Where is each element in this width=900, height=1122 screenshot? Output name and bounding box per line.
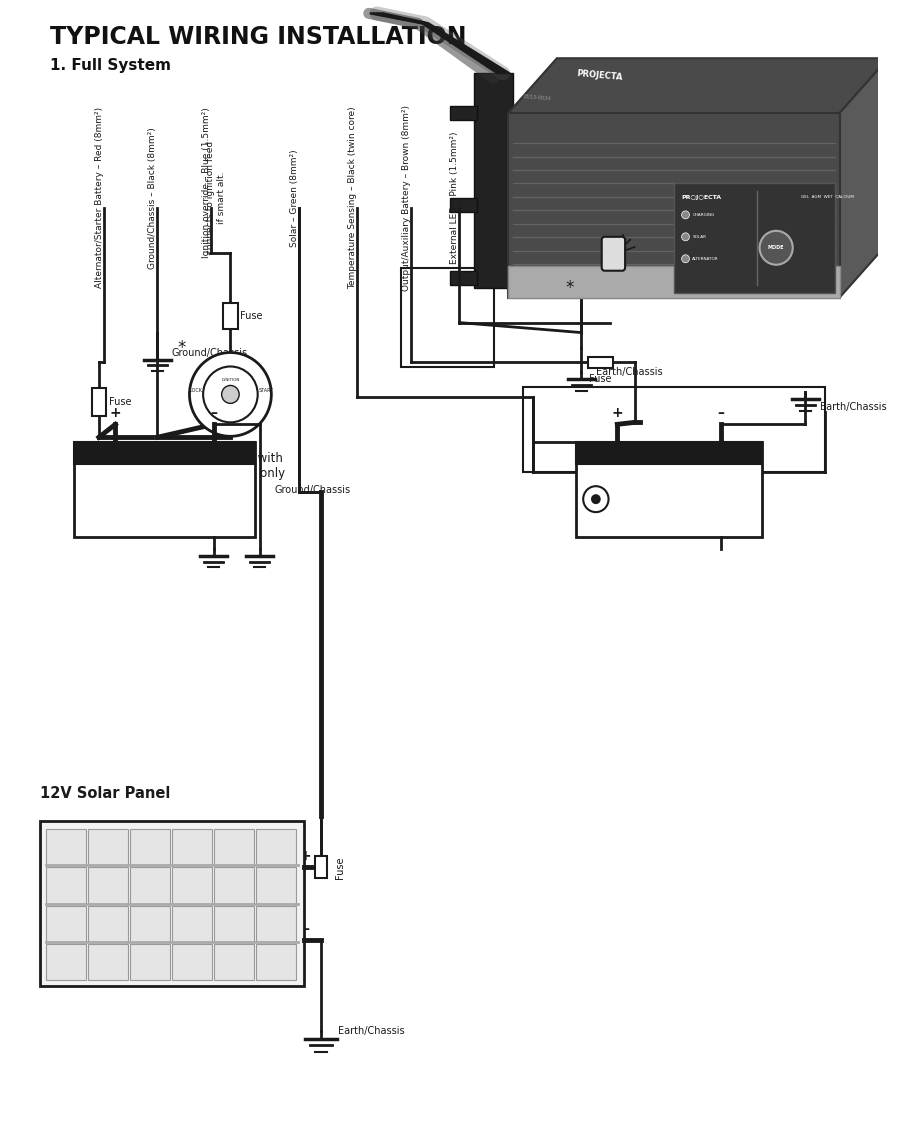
Circle shape [190,352,271,436]
Bar [674,183,834,293]
Text: LED Panel
Mount Indicator: LED Panel Mount Indicator [587,185,693,213]
Bar [88,905,128,941]
Text: CHARGING: CHARGING [692,213,715,217]
Text: PROJECTA: PROJECTA [576,68,623,82]
Bar [450,199,477,212]
Bar [401,268,493,368]
Text: Battery 1
(Starter Battery): Battery 1 (Starter Battery) [115,480,214,508]
Text: Ignition override – Blue (1.5mm²): Ignition override – Blue (1.5mm²) [202,108,211,258]
Text: –: – [211,406,217,421]
Bar [508,266,840,297]
Circle shape [681,211,689,219]
Text: SOLAR: SOLAR [692,234,706,239]
Bar [130,867,170,903]
Bar [40,821,303,986]
Text: +: + [300,849,311,864]
Text: Battery 2
(Aux Battery): Battery 2 (Aux Battery) [644,480,724,508]
Bar [88,944,128,980]
Bar [256,867,296,903]
Text: Temperature Sensing – Black (twin core): Temperature Sensing – Black (twin core) [348,107,357,289]
Polygon shape [840,58,888,297]
Bar [214,944,254,980]
Text: Fuse: Fuse [335,856,345,879]
Text: GEL  AGM  WET  CALCIUM: GEL AGM WET CALCIUM [800,195,853,199]
Bar [172,905,212,941]
Text: Alternator/Starter Battery – Red (8mm²): Alternator/Starter Battery – Red (8mm²) [94,108,104,288]
Circle shape [221,386,239,404]
Bar [214,905,254,941]
Text: IGNITION: IGNITION [221,378,239,383]
Text: Earth/Chassis: Earth/Chassis [338,1026,404,1036]
Text: LOCK: LOCK [190,388,203,393]
Text: Ground/Chassis: Ground/Chassis [172,348,248,358]
Bar [46,944,86,980]
Text: +: + [110,406,122,421]
Text: –: – [302,922,309,936]
Text: Earth/Chassis: Earth/Chassis [596,368,662,377]
Text: For vehicles fitted with
a Smart Alternator only: For vehicles fitted with a Smart Alterna… [146,452,285,480]
Bar [223,303,238,329]
Text: 1. Full System: 1. Full System [50,58,171,73]
Text: ALTERNATOR: ALTERNATOR [692,257,719,260]
Bar [46,867,86,903]
Text: Fuse: Fuse [590,375,612,385]
Circle shape [681,255,689,263]
Bar [450,270,477,285]
Polygon shape [508,58,888,113]
Text: 03/13-0034: 03/13-0034 [523,94,552,101]
Bar [523,387,825,472]
Bar [508,113,840,297]
Bar [474,73,513,287]
Text: External LED – Pink (1.5mm²): External LED – Pink (1.5mm²) [450,131,459,264]
Text: TYPICAL WIRING INSTALLATION: TYPICAL WIRING INSTALLATION [50,26,466,49]
FancyBboxPatch shape [602,237,626,270]
Bar [256,944,296,980]
Text: Fuse: Fuse [240,311,263,321]
Bar [256,829,296,865]
Bar [130,829,170,865]
Text: Solar – Green (8mm²): Solar – Green (8mm²) [290,149,299,247]
Bar [172,829,212,865]
Bar [46,905,86,941]
Text: 12V Solar Panel: 12V Solar Panel [40,787,171,801]
Bar [75,442,255,465]
Bar [576,442,761,537]
Text: *: * [177,339,186,357]
Bar [576,442,761,465]
Circle shape [203,367,257,422]
Bar [315,856,327,879]
Bar [130,905,170,941]
Bar [588,357,614,368]
Text: Fuse: Fuse [109,397,131,407]
Circle shape [591,494,600,504]
Bar [172,944,212,980]
Text: Ground/Chassis: Ground/Chassis [274,485,350,495]
Text: PR○J○ECTA: PR○J○ECTA [681,195,722,200]
Bar [450,107,477,120]
Text: START: START [259,388,274,393]
Bar [214,867,254,903]
Circle shape [681,232,689,241]
Text: –: – [717,406,725,421]
Text: Earth/Chassis: Earth/Chassis [820,403,886,413]
Bar [256,905,296,941]
Bar [46,829,86,865]
Circle shape [583,486,608,512]
Text: *: * [565,278,573,296]
Text: connects to ignition feed
if smart alt.: connects to ignition feed if smart alt. [206,141,226,255]
Bar [88,867,128,903]
Bar [88,829,128,865]
Text: Output/Auxiliary Battery – Brown (8mm²): Output/Auxiliary Battery – Brown (8mm²) [401,104,410,291]
Bar [130,944,170,980]
Bar [92,388,106,416]
Text: +: + [611,406,623,421]
Bar [75,442,255,537]
Bar [214,829,254,865]
Text: MODE: MODE [768,246,785,250]
Bar [172,867,212,903]
Circle shape [760,231,793,265]
Text: Ground/Chassis – Black (8mm²): Ground/Chassis – Black (8mm²) [148,127,157,269]
